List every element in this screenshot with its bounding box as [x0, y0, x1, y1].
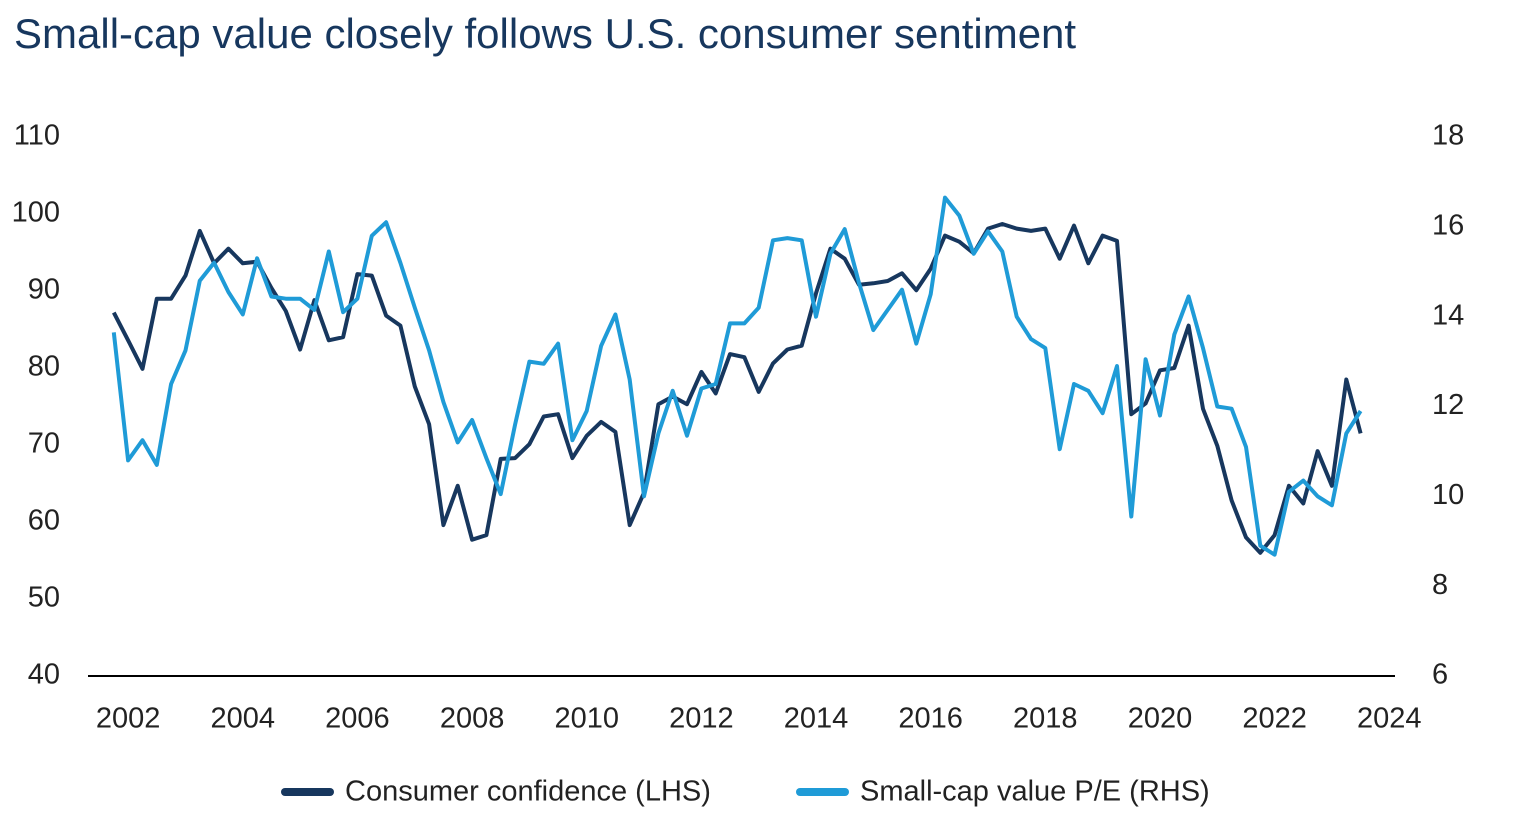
chart-title: Small-cap value closely follows U.S. con…: [14, 10, 1076, 57]
x-tick-label: 2010: [554, 703, 619, 735]
y-tick-label: 70: [28, 428, 60, 460]
y2-tick-label: 16: [1432, 209, 1464, 241]
legend-label: Small-cap value P/E (RHS): [860, 776, 1210, 808]
x-tick-label: 2006: [325, 703, 390, 735]
x-tick-label: 2012: [669, 703, 734, 735]
series-line: [111, 195, 1363, 557]
y-tick-label: 60: [28, 505, 60, 537]
series-line: [112, 222, 1363, 555]
x-tick-label: 2022: [1242, 703, 1307, 735]
y2-tick-label: 12: [1432, 389, 1464, 421]
x-tick-label: 2014: [784, 703, 849, 735]
x-tick-label: 2008: [440, 703, 505, 735]
y-tick-label: 100: [12, 197, 60, 229]
y-tick-label: 40: [28, 659, 60, 691]
x-tick-label: 2020: [1128, 703, 1193, 735]
y2-tick-label: 8: [1432, 569, 1448, 601]
y-tick-label: 110: [14, 120, 60, 152]
y-tick-label: 50: [28, 582, 60, 614]
y2-tick-label: 10: [1432, 479, 1464, 511]
y2-tick-label: 18: [1432, 120, 1464, 152]
legend-label: Consumer confidence (LHS): [345, 776, 711, 808]
y2-tick-label: 6: [1432, 659, 1448, 691]
x-tick-label: 2004: [211, 703, 276, 735]
x-tick-label: 2002: [96, 703, 161, 735]
x-tick-label: 2018: [1013, 703, 1078, 735]
y-tick-label: 90: [28, 274, 60, 306]
y2-tick-label: 14: [1432, 299, 1464, 331]
x-tick-label: 2016: [898, 703, 963, 735]
x-tick-label: 2024: [1357, 703, 1422, 735]
y-tick-label: 80: [28, 351, 60, 383]
